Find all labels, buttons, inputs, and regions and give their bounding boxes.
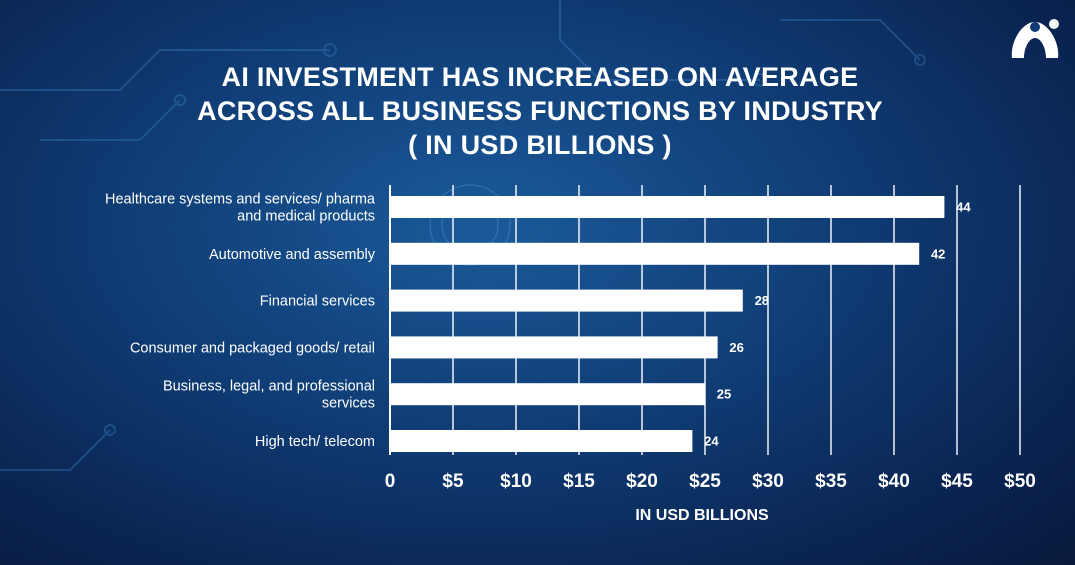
x-tick-label-8: $40 — [878, 471, 910, 492]
bar-0 — [390, 196, 945, 218]
value-label-1: 42 — [931, 246, 945, 261]
category-label-0: Healthcare systems and services/ pharma a… — [105, 192, 376, 225]
category-labels: Healthcare systems and services/ pharma a… — [105, 192, 376, 451]
category-label-3: Consumer and packaged goods/ retail — [130, 340, 375, 356]
value-label-5: 24 — [704, 434, 719, 449]
category-label-4: Business, legal, and professional service… — [163, 379, 375, 412]
x-tick-label-0: 0 — [385, 471, 396, 492]
x-tick-label-6: $30 — [752, 471, 784, 492]
value-labels: 44 42 28 26 25 24 — [704, 200, 971, 449]
category-label-line: and medical products — [237, 209, 375, 225]
category-label-line: High tech/ telecom — [255, 434, 375, 450]
bar-2 — [390, 289, 743, 312]
x-tick-label-1: $5 — [442, 471, 464, 492]
category-label-line: Consumer and packaged goods/ retail — [130, 340, 375, 356]
brand-logo-icon — [1011, 19, 1059, 58]
title-line-3: ( IN USD BILLIONS ) — [408, 130, 672, 160]
x-tick-label-5: $25 — [689, 471, 721, 492]
bar-4 — [390, 383, 705, 406]
category-label-line: Business, legal, and professional — [163, 379, 375, 395]
value-label-2: 28 — [755, 293, 769, 308]
chart-title: AI INVESTMENT HAS INCREASED ON AVERAGE A… — [130, 60, 950, 162]
category-label-line: Automotive and assembly — [209, 247, 376, 263]
x-tick-label-3: $15 — [563, 471, 595, 492]
x-tick-label-4: $20 — [626, 471, 658, 492]
value-label-4: 25 — [717, 387, 731, 402]
category-label-line: Healthcare systems and services/ pharma — [105, 192, 376, 208]
x-tick-label-10: $50 — [1004, 471, 1036, 492]
category-label-line: Financial services — [260, 294, 375, 310]
x-tick-labels: 0 $5 $10 $15 $20 $25 $30 $35 $40 $45 $50 — [385, 471, 1036, 492]
category-label-2: Financial services — [260, 294, 375, 310]
category-label-1: Automotive and assembly — [209, 247, 376, 263]
gridlines — [389, 185, 1021, 455]
x-axis-title: IN USD BILLIONS — [635, 507, 769, 524]
x-tick-label-2: $10 — [500, 471, 532, 492]
title-line-1: AI INVESTMENT HAS INCREASED ON AVERAGE — [221, 62, 859, 92]
category-label-5: High tech/ telecom — [255, 434, 375, 450]
bar-1 — [390, 242, 920, 265]
bar-3 — [390, 336, 718, 359]
bar-5 — [390, 430, 693, 452]
x-tick-label-7: $35 — [815, 471, 847, 492]
value-label-3: 26 — [729, 340, 743, 355]
value-label-0: 44 — [956, 200, 971, 215]
title-line-2: ACROSS ALL BUSINESS FUNCTIONS BY INDUSTR… — [197, 96, 883, 126]
x-tick-label-9: $45 — [941, 471, 973, 492]
bars — [390, 196, 945, 452]
category-label-line: services — [322, 396, 375, 412]
